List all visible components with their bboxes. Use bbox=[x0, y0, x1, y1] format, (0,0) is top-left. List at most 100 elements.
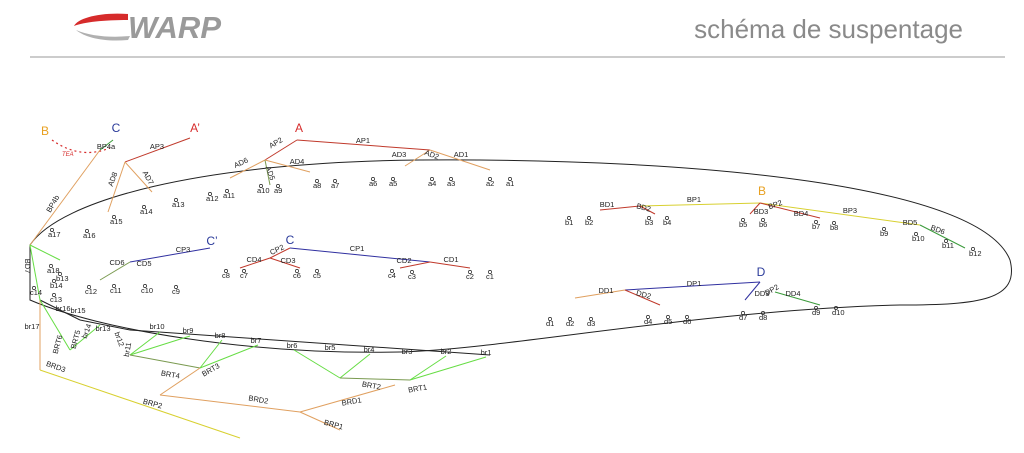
suspension-line bbox=[299, 411, 341, 431]
line-label: BP1 bbox=[687, 195, 701, 204]
attachment-label: b12 bbox=[969, 249, 982, 258]
suspension-line bbox=[129, 354, 201, 369]
suspension-line bbox=[774, 291, 821, 306]
suspension-line bbox=[129, 247, 211, 263]
attachment-point bbox=[259, 184, 263, 188]
line-label: DD2 bbox=[635, 288, 652, 301]
attachment-point bbox=[567, 216, 571, 220]
attachment-point bbox=[143, 284, 147, 288]
attachment-point bbox=[49, 264, 53, 268]
attachment-point bbox=[58, 272, 62, 276]
attachment-point bbox=[315, 179, 319, 183]
line-label: br1 bbox=[481, 348, 492, 357]
suspension-line bbox=[29, 244, 61, 261]
attachment-label: d2 bbox=[566, 319, 574, 328]
line-label: CP1 bbox=[350, 244, 365, 253]
line-label: br4 bbox=[364, 345, 375, 354]
attachment-point bbox=[85, 229, 89, 233]
line-label: BRT6 bbox=[51, 334, 65, 355]
attachment-label: a14 bbox=[140, 207, 153, 216]
suspension-line bbox=[339, 353, 371, 379]
page-title: schéma de suspentage bbox=[694, 14, 963, 44]
attachment-point bbox=[882, 227, 886, 231]
attachment-label: d6 bbox=[683, 317, 691, 326]
attachment-point bbox=[587, 216, 591, 220]
line-label: AD2 bbox=[423, 148, 440, 161]
attachment-point bbox=[548, 317, 552, 321]
attachment-label: d9 bbox=[812, 308, 820, 317]
attachment-label: c7 bbox=[240, 271, 248, 280]
attachment-label: d3 bbox=[587, 319, 595, 328]
suspension-line bbox=[429, 261, 471, 269]
line-label: BD6 bbox=[929, 223, 946, 236]
attachment-label: c12 bbox=[85, 287, 97, 296]
attachment-point bbox=[87, 285, 91, 289]
attachment-point bbox=[814, 220, 818, 224]
suspension-line bbox=[129, 331, 161, 356]
attachment-point bbox=[276, 184, 280, 188]
suspension-line bbox=[29, 149, 101, 246]
group-letter: B bbox=[41, 124, 49, 138]
attachment-label: a12 bbox=[206, 194, 219, 203]
attachment-point bbox=[333, 179, 337, 183]
attachment-label: c6 bbox=[293, 271, 301, 280]
attachment-point bbox=[589, 317, 593, 321]
line-label: BRT4 bbox=[160, 368, 180, 380]
attachment-point bbox=[646, 315, 650, 319]
attachment-label: a7 bbox=[331, 181, 339, 190]
suspension-line bbox=[749, 202, 761, 215]
line-label: BD3 bbox=[754, 207, 769, 216]
attachment-point bbox=[391, 177, 395, 181]
suspension-line bbox=[129, 329, 491, 356]
line-label: BRD1 bbox=[341, 395, 362, 407]
attachment-label: a17 bbox=[48, 230, 61, 239]
line-label: br15 bbox=[70, 306, 85, 315]
attachment-point bbox=[568, 317, 572, 321]
line-label: BRD3 bbox=[45, 359, 67, 374]
suspension-line bbox=[429, 149, 491, 171]
attachment-label: a15 bbox=[110, 217, 123, 226]
attachment-label: c5 bbox=[313, 271, 321, 280]
line-label: br7 bbox=[251, 336, 262, 345]
attachment-point bbox=[914, 232, 918, 236]
attachment-point bbox=[32, 286, 36, 290]
line-label: AD7 bbox=[141, 169, 156, 186]
attachment-point bbox=[52, 293, 56, 297]
line-label: AP1 bbox=[356, 136, 370, 145]
attachment-label: b8 bbox=[830, 223, 838, 232]
line-label: BP2 bbox=[767, 198, 783, 211]
attachment-label: a1 bbox=[506, 179, 514, 188]
suspension-line bbox=[79, 319, 131, 331]
attachment-label: a5 bbox=[389, 179, 397, 188]
line-label: AD4 bbox=[290, 157, 305, 166]
attachment-label: b9 bbox=[880, 229, 888, 238]
suspension-line bbox=[759, 202, 921, 226]
line-label: BP3 bbox=[843, 206, 857, 215]
attachment-point bbox=[488, 177, 492, 181]
suspension-line bbox=[574, 289, 626, 299]
line-label: br3 bbox=[402, 347, 413, 356]
attachment-point bbox=[971, 247, 975, 251]
attachment-label: c13 bbox=[50, 295, 62, 304]
suspension-line bbox=[124, 161, 153, 193]
attachment-point bbox=[468, 270, 472, 274]
line-label: CP3 bbox=[176, 245, 191, 254]
line-label: AD6 bbox=[232, 156, 249, 170]
suspension-line bbox=[264, 159, 311, 173]
line-label: CD2 bbox=[396, 256, 411, 265]
line-label: AD3 bbox=[392, 150, 407, 159]
attachment-point bbox=[665, 216, 669, 220]
line-label: BD2 bbox=[635, 201, 651, 213]
suspension-line bbox=[124, 137, 191, 163]
attachment-point bbox=[52, 279, 56, 283]
attachment-point bbox=[390, 269, 394, 273]
attachment-label: c4 bbox=[388, 271, 396, 280]
attachment-point bbox=[647, 216, 651, 220]
group-letter: C bbox=[286, 233, 295, 247]
attachment-point bbox=[944, 239, 948, 243]
tea-label: TEA bbox=[62, 152, 74, 158]
suspension-line bbox=[99, 261, 131, 281]
line-label: DP1 bbox=[687, 279, 702, 288]
